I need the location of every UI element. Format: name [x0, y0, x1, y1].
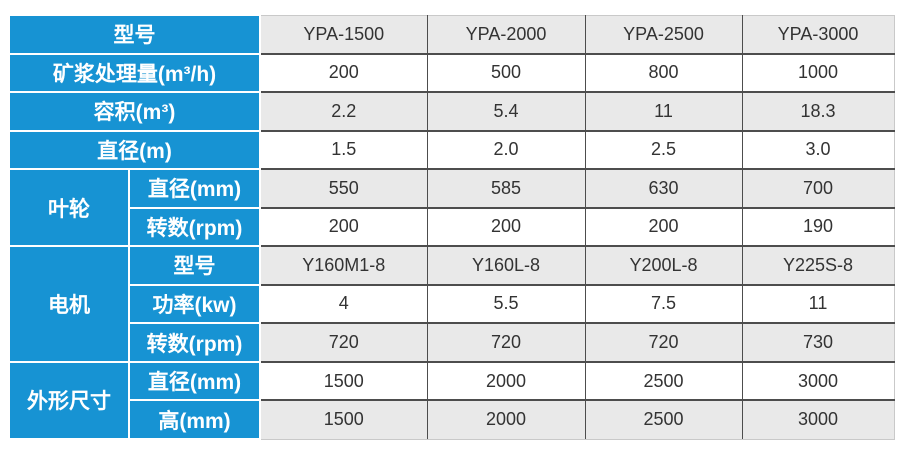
spec-table: 型号 YPA-1500 YPA-2000 YPA-2500 YPA-3000 矿… [8, 14, 895, 441]
value-cell: 2.0 [426, 129, 586, 171]
row-label: 高(mm) [128, 399, 261, 440]
value-cell: 2.5 [584, 129, 743, 171]
value-cell: 11 [741, 283, 895, 325]
value-cell: 2500 [584, 360, 743, 402]
value-cell: 4 [259, 283, 428, 325]
table-row: 叶轮 直径(mm) 550 585 630 700 [8, 168, 895, 248]
row-label: 转数(rpm) [128, 322, 261, 363]
value-cell: 1.5 [259, 129, 428, 171]
value-cell: 720 [259, 322, 428, 363]
value-cell: 2.2 [259, 91, 428, 132]
value-cell: 5.5 [426, 283, 586, 325]
table-row: 直径(m) 1.5 2.0 2.5 3.0 [8, 129, 895, 171]
value-cell: 1500 [259, 360, 428, 402]
value-cell: 585 [426, 168, 586, 209]
value-cell: Y200L-8 [584, 245, 743, 286]
table-row: 功率(kw) 4 5.5 7.5 11 [9, 283, 895, 325]
table-row: 电机 型号 Y160M1-8 Y160L-8 Y200L-8 Y225S-8 [8, 245, 895, 363]
group-label-motor: 电机 [8, 245, 130, 363]
row-label: 直径(mm) [128, 168, 261, 209]
value-cell: 200 [584, 206, 743, 248]
group-label-dimensions: 外形尺寸 [8, 360, 130, 441]
value-cell: 3.0 [741, 129, 895, 171]
value-cell: 1500 [259, 399, 428, 440]
value-cell: 200 [259, 206, 428, 248]
value-cell: 630 [584, 168, 743, 209]
value-cell: 730 [741, 322, 895, 363]
corner-model-label: 型号 [8, 14, 261, 55]
model-column-header: YPA-2500 [584, 14, 743, 55]
value-cell: 3000 [741, 399, 895, 440]
value-cell: 11 [584, 91, 743, 132]
value-cell: 5.4 [426, 91, 586, 132]
row-label: 型号 [128, 245, 261, 286]
table-row: 型号 YPA-1500 YPA-2000 YPA-2500 YPA-3000 [8, 14, 895, 55]
value-cell: 500 [426, 52, 586, 94]
table-row: 容积(m³) 2.2 5.4 11 18.3 [8, 91, 895, 132]
table-row: 转数(rpm) 200 200 200 190 [9, 206, 895, 248]
value-cell: 200 [426, 206, 586, 248]
table-row: 外形尺寸 直径(mm) 1500 2000 2500 3000 [8, 360, 895, 441]
row-label: 直径(m) [8, 129, 261, 171]
value-cell: 190 [741, 206, 895, 248]
model-column-header: YPA-3000 [741, 14, 895, 55]
model-column-header: YPA-2000 [426, 14, 586, 55]
value-cell: Y160M1-8 [259, 245, 428, 286]
model-column-header: YPA-1500 [259, 14, 428, 55]
group-label-impeller: 叶轮 [8, 168, 130, 248]
row-label: 转数(rpm) [128, 206, 261, 248]
row-label: 直径(mm) [128, 360, 261, 402]
value-cell: 18.3 [741, 91, 895, 132]
table-row: 转数(rpm) 720 720 720 730 [9, 322, 895, 363]
value-cell: 200 [259, 52, 428, 94]
value-cell: 550 [259, 168, 428, 209]
row-label: 容积(m³) [8, 91, 261, 132]
value-cell: 700 [741, 168, 895, 209]
value-cell: 800 [584, 52, 743, 94]
value-cell: 720 [426, 322, 586, 363]
value-cell: 2500 [584, 399, 743, 440]
value-cell: Y160L-8 [426, 245, 586, 286]
spec-table-container: 型号 YPA-1500 YPA-2000 YPA-2500 YPA-3000 矿… [8, 14, 895, 441]
value-cell: Y225S-8 [741, 245, 895, 286]
row-label: 功率(kw) [128, 283, 261, 325]
table-row: 矿浆处理量(m³/h) 200 500 800 1000 [8, 52, 895, 94]
value-cell: 2000 [426, 399, 586, 440]
table-row: 高(mm) 1500 2000 2500 3000 [9, 399, 895, 440]
value-cell: 3000 [741, 360, 895, 402]
value-cell: 1000 [741, 52, 895, 94]
value-cell: 2000 [426, 360, 586, 402]
row-label: 矿浆处理量(m³/h) [8, 52, 261, 94]
value-cell: 7.5 [584, 283, 743, 325]
value-cell: 720 [584, 322, 743, 363]
